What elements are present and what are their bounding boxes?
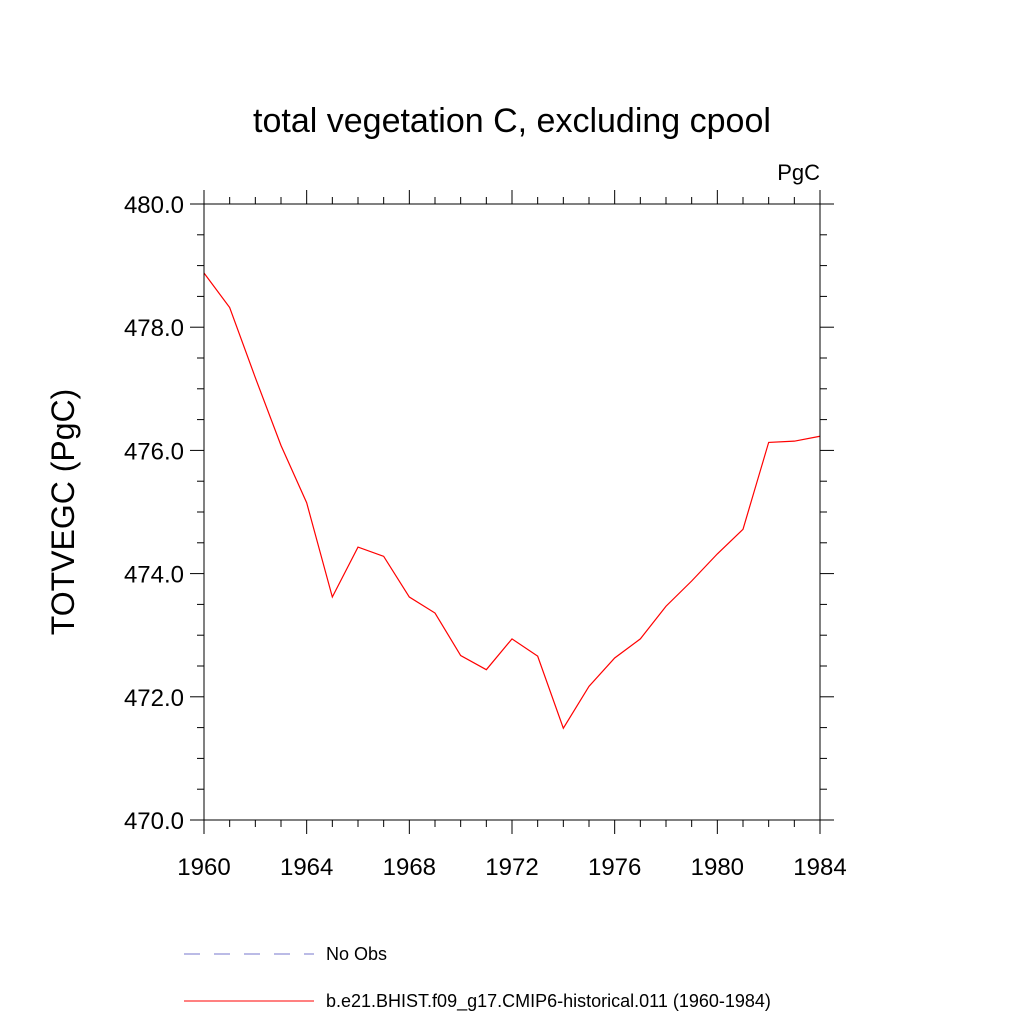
chart-title: total vegetation C, excluding cpool [253,102,771,140]
tick-labels: 1960 1964 1968 1972 1976 1980 1984 470.0 472.0 47… [124,192,847,881]
x-tick-label: 1984 [793,854,846,881]
x-tick-label: 1976 [588,854,641,881]
y-axis-label: TOTVEGC (PgC) [45,389,81,636]
axis-ticks [190,190,834,834]
legend-label-0: No Obs [326,944,387,964]
x-tick-label: 1972 [485,854,538,881]
units-label: PgC [777,160,820,185]
y-tick-label: 476.0 [124,438,184,465]
legend-label-1: b.e21.BHIST.f09_g17.CMIP6-historical.011… [326,991,771,1012]
x-tick-label: 1968 [383,854,436,881]
y-tick-label: 478.0 [124,315,184,342]
y-tick-label: 470.0 [124,808,184,835]
y-tick-label: 480.0 [124,192,184,219]
y-tick-label: 474.0 [124,562,184,589]
x-tick-label: 1964 [280,854,333,881]
y-tick-label: 472.0 [124,685,184,712]
series-group [203,272,821,730]
plot-frame [203,203,821,821]
x-tick-label: 1980 [691,854,744,881]
x-tick-label: 1960 [177,854,230,881]
series-line-0 [203,272,821,730]
legend: No Obs b.e21.BHIST.f09_g17.CMIP6-historic… [184,944,771,1012]
